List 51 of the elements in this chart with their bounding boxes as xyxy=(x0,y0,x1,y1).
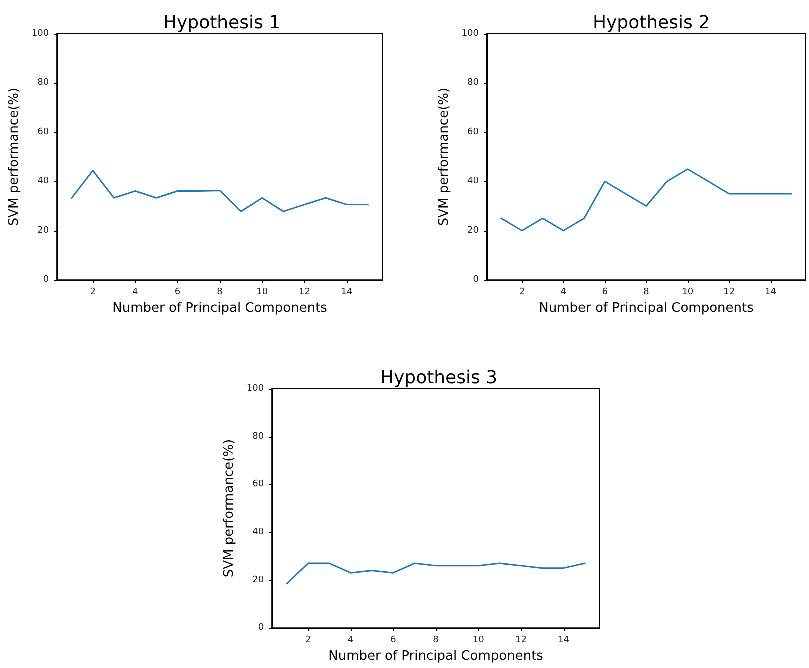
x-tick-label: 4 xyxy=(348,636,354,646)
x-tick-label: 12 xyxy=(515,636,527,646)
y-tick-label: 80 xyxy=(38,78,50,88)
x-tick-label: 2 xyxy=(519,288,526,298)
x-tick-label: 12 xyxy=(298,288,310,298)
y-tick-label: 40 xyxy=(252,527,264,538)
x-axis-title: Number of Principal Components xyxy=(328,649,544,664)
x-tick-label: 6 xyxy=(390,636,397,646)
line-series xyxy=(500,168,792,232)
x-tick-label: 2 xyxy=(90,288,96,298)
y-tick-label: 60 xyxy=(252,480,264,490)
x-tick-label: 10 xyxy=(472,636,485,646)
y-axis-title: SVM performance(%) xyxy=(436,88,452,226)
y-tick-label: 80 xyxy=(252,432,264,442)
y-axis-title: SVM performance(%) xyxy=(7,88,22,226)
y-tick-label: 0 xyxy=(258,623,264,634)
y-tick-label: 100 xyxy=(246,384,264,394)
y-tick-label: 20 xyxy=(252,575,264,586)
y-tick-label: 0 xyxy=(43,275,50,286)
y-tick-label: 60 xyxy=(468,127,480,138)
y-axis-title: SVM performance(%) xyxy=(222,439,237,578)
x-tick-label: 12 xyxy=(724,288,736,298)
y-tick-label: 100 xyxy=(462,29,480,39)
y-tick-label: 40 xyxy=(38,176,50,187)
x-tick-label: 4 xyxy=(560,288,567,298)
chart-title: Hypothesis 2 xyxy=(592,12,710,34)
y-tick-label: 20 xyxy=(468,226,480,236)
x-tick-label: 8 xyxy=(217,288,224,298)
x-tick-label: 14 xyxy=(558,636,570,646)
x-tick-label: 8 xyxy=(433,636,440,646)
x-tick-label: 8 xyxy=(644,288,650,298)
y-tick-label: 80 xyxy=(468,78,480,88)
y-tick-label: 20 xyxy=(38,226,50,236)
x-tick-label: 6 xyxy=(602,288,608,298)
y-tick-label: 0 xyxy=(473,275,480,286)
x-tick-label: 4 xyxy=(132,288,139,298)
x-tick-label: 6 xyxy=(174,288,181,298)
x-tick-label: 10 xyxy=(682,288,694,298)
line-series xyxy=(286,562,586,585)
y-tick-label: 100 xyxy=(32,29,50,39)
y-tick-label: 60 xyxy=(38,127,50,138)
chart-title: Hypothesis 1 xyxy=(163,12,281,34)
x-tick-label: 14 xyxy=(341,288,354,298)
x-tick-label: 2 xyxy=(305,636,312,646)
y-tick-label: 40 xyxy=(468,176,480,187)
x-tick-label: 10 xyxy=(256,288,268,298)
x-axis-title: Number of Principal Components xyxy=(112,301,328,316)
chart-title: Hypothesis 3 xyxy=(380,368,498,388)
x-tick-label: 14 xyxy=(765,288,777,298)
line-series xyxy=(71,170,369,212)
x-axis-title: Number of Principal Components xyxy=(539,301,754,316)
